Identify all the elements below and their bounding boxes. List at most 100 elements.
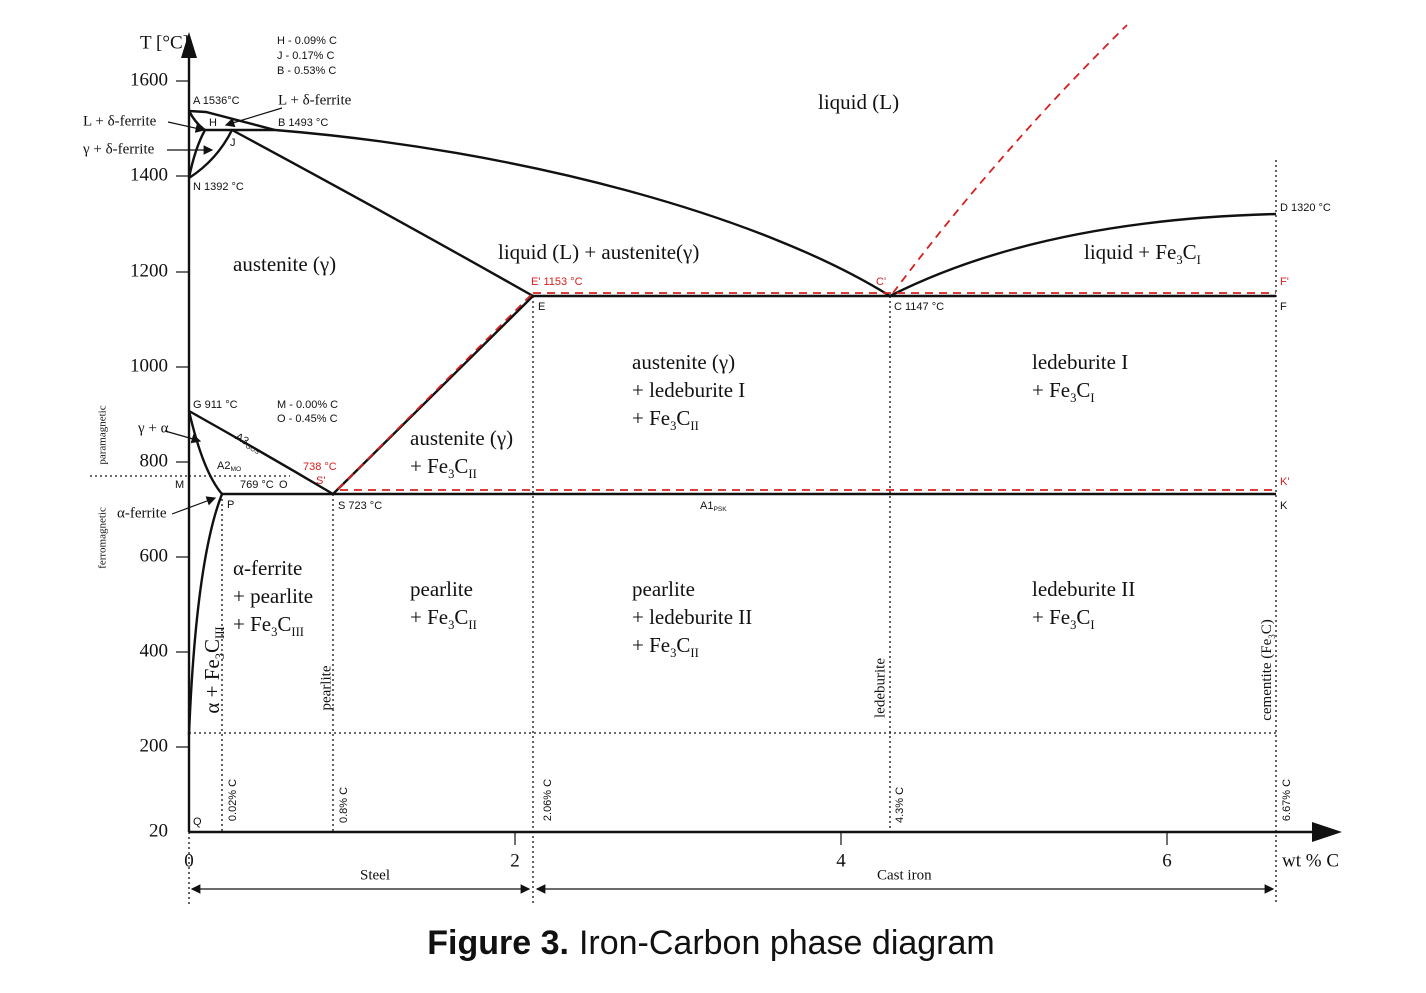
text-part: C [676,406,690,430]
vertical-label: cementite (Fe3C) [1259,619,1277,721]
range-label: Cast iron [877,867,932,883]
text-part: C [200,639,224,653]
text-part: liquid (L) + austenite(γ) [498,240,699,264]
text-part: + pearlite [233,584,313,608]
label-line: ledeburite I [1032,350,1128,374]
point-label: M [175,479,184,491]
point-label: J [230,137,236,149]
text-part: pearlite [632,577,695,601]
label-line: + Fe3CII [632,406,699,433]
point-label: C 1147 °C [894,301,944,313]
composition: B - 0.53% C [277,65,336,77]
subscript: GOS [244,443,261,457]
point-label: H [209,117,217,129]
subscript: 3 [271,625,277,639]
region-label: pearlite + Fe3CII [410,577,477,632]
text-part: C [454,454,468,478]
text-part: A1 [700,500,713,512]
point-label: D 1320 °C [1280,202,1331,214]
point-label: N 1392 °C [193,181,244,193]
text-part: C) [1259,619,1275,634]
region-label: austenite (γ) + Fe3CII [410,426,513,481]
point-label: P [227,499,234,511]
text-part: C [1183,240,1197,264]
x-arrow [1312,822,1342,842]
region-label: ledeburite I + Fe3CI [1032,350,1128,405]
subscript: III [213,626,227,639]
label-line: pearlite [410,577,473,601]
text-part: A2 [217,460,230,472]
caption-text: Iron-Carbon phase diagram [579,924,995,962]
region-label: α-ferrite + pearlite + Fe3CIII [233,556,313,639]
label-line: austenite (γ) [632,350,735,374]
region-label: ledeburite II + Fe3CI [1032,577,1135,632]
label-line: liquid (L) [818,90,899,114]
y-tick-label: 600 [140,545,169,566]
region-label: liquid (L) + austenite(γ) [498,240,699,264]
point-label: 738 °C [303,461,337,473]
point-label: K' [1280,476,1289,488]
vertical-label: pearlite [318,665,334,710]
label-line: α-ferrite [233,556,302,580]
point-label: E' 1153 °C [531,276,583,288]
point-label: E [538,301,545,313]
text-part: C [1076,605,1090,629]
y-tick-label: 1400 [130,164,168,185]
composition: O - 0.45% C [277,413,338,425]
side-label: γ + δ-ferrite [82,141,155,157]
y-tick-label: 800 [140,450,169,471]
regions: liquid (L) austenite (γ) liquid (L) + au… [200,90,1201,714]
label-line: austenite (γ) [410,426,513,450]
composition: H - 0.09% C [277,35,337,47]
region-label: liquid (L) [818,90,899,114]
label-line: + Fe3CI [1032,378,1095,405]
point-label: 769 °C [240,479,274,491]
text-part: A3 [233,431,251,448]
point-label: Q [193,816,202,828]
side-label: α-ferrite [117,505,167,521]
y-tick-label: 20 [149,820,168,841]
vertical-label: 6.67% C [1281,779,1293,821]
point-label: G 911 °C [193,399,238,411]
subscript: 3 [213,653,227,659]
subscript: II [690,419,698,433]
text-part: liquid (L) [818,90,899,114]
label-line: liquid (L) + austenite(γ) [498,240,699,264]
label-line: pearlite [632,577,695,601]
subscript: 3 [1267,634,1277,639]
region-label: austenite (γ) [233,252,336,276]
composition: M - 0.00% C [277,399,338,411]
text-part: + ledeburite II [632,605,752,629]
x-tick-label: 4 [836,850,846,871]
y-tick-label: 400 [140,640,169,661]
line-label: A2MO [217,460,241,473]
vertical-labels: 0.02% C 0.8% C 2.06% C 4.3% C 6.67% C pe… [227,619,1293,823]
x-tick-label: 0 [184,850,194,871]
label-line: austenite (γ) [233,252,336,276]
label-line: ledeburite II [1032,577,1135,601]
range-label: Steel [360,867,390,883]
region-label: liquid + Fe3CI [1084,240,1201,267]
text-part: + Fe [410,454,448,478]
side-label: L + δ-ferrite [278,92,352,108]
point-label: O [279,479,288,491]
point-label: S 723 °C [338,500,382,512]
y-arrow [181,32,197,58]
compositions: H - 0.09% C J - 0.17% C B - 0.53% C M - … [277,35,338,425]
composition: J - 0.17% C [277,50,335,62]
points: A 1536°C H B 1493 °C J N 1392 °C E' 1153… [175,95,1331,828]
text-part: + Fe [1032,605,1070,629]
side-label: L + δ-ferrite [83,113,157,129]
vertical-label: 4.3% C [894,787,906,823]
text-part: ledeburite I [1032,350,1128,374]
label-line: liquid + Fe3CI [1084,240,1201,267]
text-part: austenite (γ) [233,252,336,276]
text-part: + Fe [1032,378,1070,402]
text-part: α + Fe [200,659,224,713]
subscript: II [468,618,476,632]
caption-number: Figure 3. [427,924,569,962]
point-label: F [1280,301,1287,313]
y-tick-label: 1200 [130,260,168,281]
subscript: 3 [448,467,454,481]
vertical-label: 2.06% C [542,779,554,821]
